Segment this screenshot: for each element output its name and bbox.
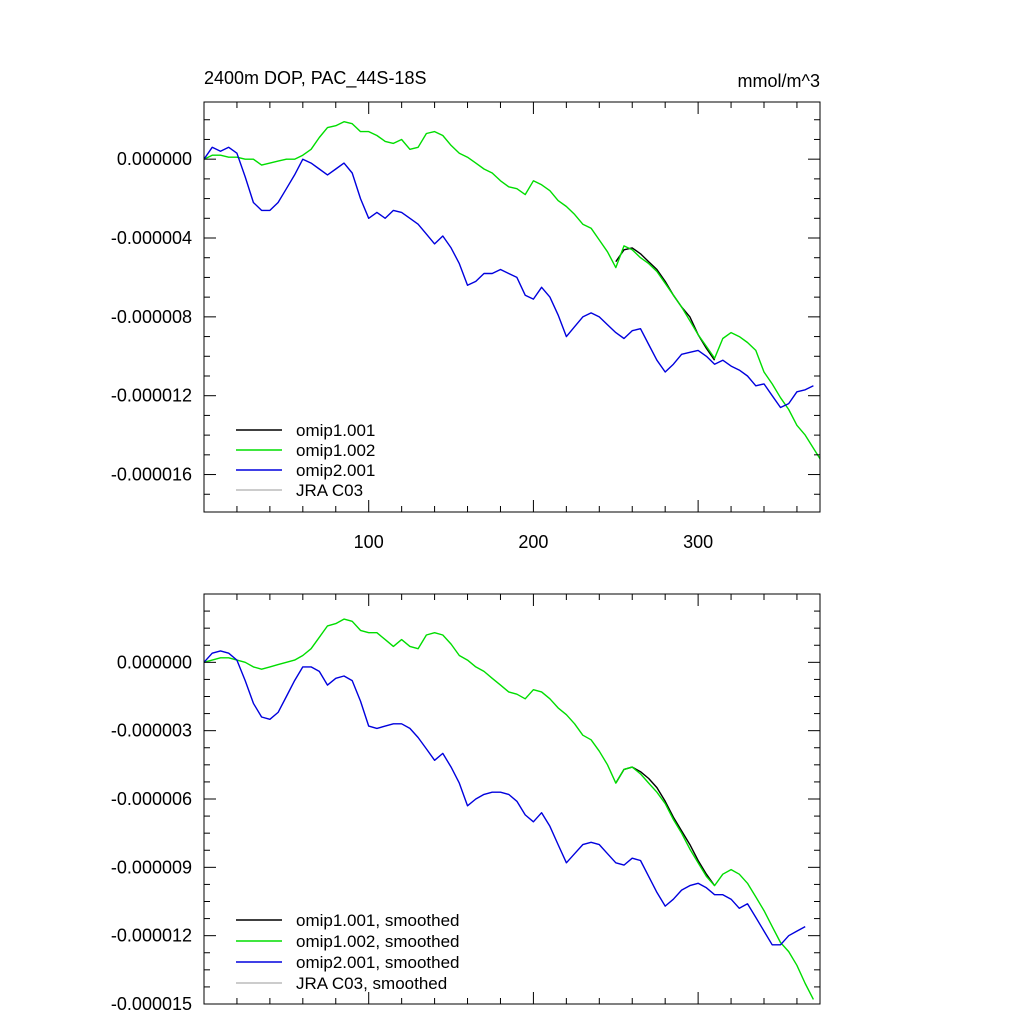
series-line-2 <box>203 650 806 946</box>
legend-label: JRA C03 <box>296 481 363 500</box>
legend-label: omip2.001 <box>296 461 375 480</box>
top-plot-frame <box>203 101 821 513</box>
top-axis-ticks: 0.000000 -0.000004 -0.000008 -0.000012 -0.00… <box>111 102 820 552</box>
bottom-panel: 0.000000 -0.000003 -0.000006 -0.000009 -0.00… <box>111 593 821 1014</box>
bottom-axis-ticks: 0.000000 -0.000003 -0.000006 -0.000009 -0.00… <box>111 593 820 1014</box>
x-tick-label: 100 <box>354 532 384 552</box>
bottom-legend: omip1.001, smoothed omip1.002, smoothed om… <box>236 911 460 993</box>
y-tick-label: -0.000012 <box>111 926 192 946</box>
bottom-plot-frame <box>203 593 821 1005</box>
y-tick-label: -0.000012 <box>111 386 192 406</box>
legend-label: omip1.001, smoothed <box>296 911 460 930</box>
top-plot-marks <box>203 120 821 460</box>
x-tick-label: 200 <box>518 532 548 552</box>
legend-label: JRA C03, smoothed <box>296 974 447 993</box>
y-tick-label: 0.000000 <box>117 652 192 672</box>
x-tick-label: 300 <box>683 532 713 552</box>
legend-label: omip1.002, smoothed <box>296 932 460 951</box>
series-line-0 <box>615 766 716 887</box>
y-tick-label: -0.000008 <box>111 307 192 327</box>
top-panel: 2400m DOP, PAC_44S-18S mmol/m^3 0.000000… <box>111 68 821 552</box>
legend-label: omip1.001 <box>296 421 375 440</box>
series-line-0 <box>615 247 716 361</box>
y-tick-label: 0.000000 <box>117 149 192 169</box>
series-line-1 <box>203 618 815 1000</box>
y-tick-label: -0.000009 <box>111 857 192 877</box>
y-tick-label: -0.000003 <box>111 721 192 741</box>
chart-title: 2400m DOP, PAC_44S-18S <box>204 68 426 89</box>
legend-label: omip1.002 <box>296 441 375 460</box>
y-tick-label: -0.000004 <box>111 228 192 248</box>
series-line-2 <box>203 146 814 409</box>
series-line-1 <box>203 120 821 460</box>
y-tick-label: -0.000015 <box>111 994 192 1014</box>
bottom-plot-marks <box>203 618 815 1000</box>
y-tick-label: -0.000006 <box>111 789 192 809</box>
units-label: mmol/m^3 <box>738 71 820 91</box>
legend-label: omip2.001, smoothed <box>296 953 460 972</box>
y-tick-label: -0.000016 <box>111 465 192 485</box>
